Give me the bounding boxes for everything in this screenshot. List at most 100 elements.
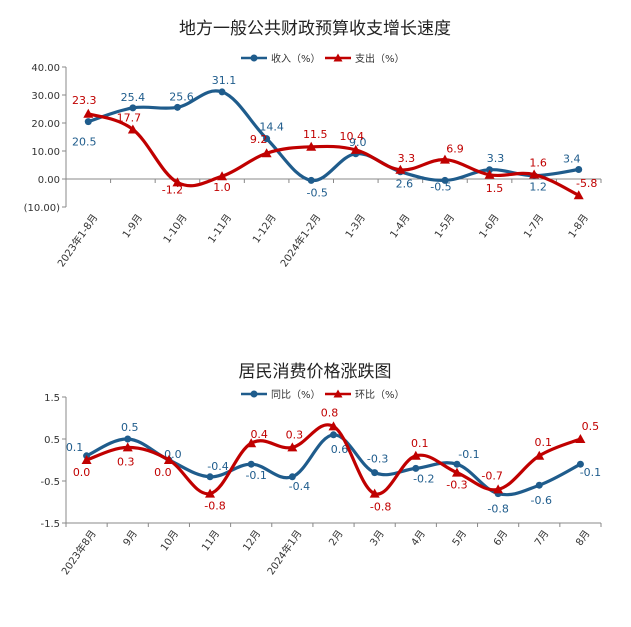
data-label: 9.2 bbox=[250, 133, 268, 146]
data-label: 1.5 bbox=[486, 182, 504, 195]
data-point bbox=[287, 442, 298, 452]
data-point bbox=[575, 434, 586, 443]
data-label: 25.4 bbox=[121, 91, 146, 104]
x-tick-label: 1-4月 bbox=[388, 212, 413, 240]
x-tick-label: 2023年1-8月 bbox=[54, 211, 100, 269]
data-point bbox=[173, 103, 181, 111]
data-point bbox=[575, 165, 583, 173]
x-tick-label: 1-6月 bbox=[477, 212, 502, 240]
data-label: -0.2 bbox=[413, 472, 434, 485]
data-point bbox=[441, 176, 449, 184]
data-point bbox=[529, 169, 540, 179]
data-point bbox=[371, 469, 379, 477]
x-tick-label: 3月 bbox=[368, 528, 387, 548]
y-tick-label: 1.5 bbox=[44, 393, 60, 404]
data-point bbox=[124, 435, 132, 443]
legend-label: 收入（%） bbox=[271, 52, 321, 65]
data-label: 14.4 bbox=[259, 121, 284, 134]
data-label: 0.3 bbox=[117, 455, 135, 468]
data-point bbox=[395, 164, 406, 174]
x-tick-label: 11月 bbox=[199, 528, 222, 554]
y-tick-label: 30.00 bbox=[31, 91, 60, 102]
data-point bbox=[288, 473, 296, 481]
data-point bbox=[246, 438, 257, 448]
data-label: 9.0 bbox=[349, 136, 367, 149]
data-label: 1.2 bbox=[529, 181, 547, 194]
data-label: 3.4 bbox=[563, 152, 581, 165]
data-label: 0.3 bbox=[286, 428, 304, 441]
data-label: -0.3 bbox=[367, 453, 388, 466]
series-a: 0.1 0.5 0.0 -0.4 -0.1 -0.4 0.6 -0.3 -0.2 -0.1 -0.8… bbox=[66, 421, 601, 516]
data-point bbox=[576, 460, 584, 468]
x-tick-label: 10月 bbox=[158, 528, 181, 554]
series-b: 0.0 0.3 0.0 -0.8 0.4 0.3 0.8 -0.8 0.1 -0.3 -0.7 0.1… bbox=[73, 406, 599, 513]
data-point bbox=[163, 455, 174, 464]
legend-label: 同比（%） bbox=[271, 389, 321, 401]
data-label: 0.8 bbox=[321, 406, 339, 419]
data-point bbox=[330, 431, 337, 439]
data-point bbox=[122, 442, 133, 452]
data-label: -0.6 bbox=[531, 494, 552, 507]
x-tick-label: 7月 bbox=[532, 528, 551, 548]
x-tick-label: 1-8月 bbox=[566, 212, 591, 240]
legend-marker bbox=[250, 54, 258, 62]
series-b: 23.3 17.7 -1.2 1.0 9.2 11.5 10.4 3.3 6.9 1.5 1.6 -5… bbox=[72, 94, 597, 200]
x-tick-label: 1-11月 bbox=[206, 212, 235, 246]
data-label: -0.4 bbox=[289, 480, 310, 493]
x-tick-label: 4月 bbox=[409, 528, 428, 548]
data-point bbox=[453, 460, 461, 468]
legend-label: 环比（%） bbox=[355, 389, 405, 401]
data-point bbox=[205, 488, 216, 498]
y-tick-label: 40.00 bbox=[31, 63, 60, 74]
data-label: 25.6 bbox=[169, 90, 194, 103]
data-point bbox=[261, 148, 272, 158]
x-tick-label: 9月 bbox=[121, 528, 140, 548]
data-label: 0.1 bbox=[411, 437, 429, 450]
data-label: -0.7 bbox=[481, 469, 502, 482]
data-label: -0.1 bbox=[580, 466, 601, 479]
legend-marker bbox=[250, 390, 258, 398]
legend-marker bbox=[333, 389, 343, 398]
data-label: -0.5 bbox=[430, 180, 451, 193]
series-a: 20.5 25.4 25.6 31.1 14.4 -0.5 9.0 2.6 -0.5 3.3 1.2… bbox=[72, 74, 583, 199]
data-label: 6.9 bbox=[446, 143, 464, 156]
y-tick-label: (10.00) bbox=[24, 203, 61, 214]
legend-item: 收入（%） bbox=[241, 52, 321, 65]
legend-item: 支出（%） bbox=[325, 52, 405, 65]
data-label: 0.5 bbox=[121, 421, 139, 434]
x-tick-label: 12月 bbox=[241, 528, 264, 554]
data-point bbox=[484, 169, 495, 179]
data-point bbox=[410, 450, 421, 460]
data-label: 31.1 bbox=[212, 74, 237, 87]
data-label: 0.0 bbox=[154, 466, 172, 479]
legend-label: 支出（%） bbox=[355, 52, 405, 65]
y-tick-label: 0.5 bbox=[44, 435, 60, 446]
y-tick-label: -0.5 bbox=[40, 477, 60, 488]
chart-title: 居民消费价格涨跌图 bbox=[239, 362, 392, 382]
data-label: 11.5 bbox=[303, 128, 328, 141]
data-label: 3.3 bbox=[398, 152, 416, 165]
y-tick-label: 0.00 bbox=[38, 175, 60, 186]
x-tick-label: 1-10月 bbox=[161, 212, 190, 246]
data-point bbox=[217, 171, 228, 181]
data-point bbox=[439, 154, 450, 164]
data-point bbox=[218, 88, 226, 96]
data-label: 2.6 bbox=[396, 178, 414, 191]
data-label: 1.0 bbox=[213, 181, 231, 194]
data-label: -0.8 bbox=[370, 501, 391, 514]
x-tick-label: 1-12月 bbox=[250, 212, 279, 246]
data-point bbox=[412, 464, 420, 472]
data-point bbox=[172, 177, 183, 187]
data-point bbox=[493, 484, 504, 494]
data-label: 10.4 bbox=[340, 130, 365, 143]
data-point bbox=[263, 135, 271, 143]
data-point bbox=[127, 124, 138, 134]
x-tick-label: 2024年1月 bbox=[264, 527, 304, 577]
legend-item: 同比（%） bbox=[241, 389, 321, 401]
data-label: 0.6 bbox=[331, 443, 349, 456]
data-point bbox=[129, 104, 137, 112]
data-point bbox=[486, 166, 494, 174]
data-point bbox=[535, 481, 543, 489]
x-tick-label: 5月 bbox=[450, 528, 469, 548]
